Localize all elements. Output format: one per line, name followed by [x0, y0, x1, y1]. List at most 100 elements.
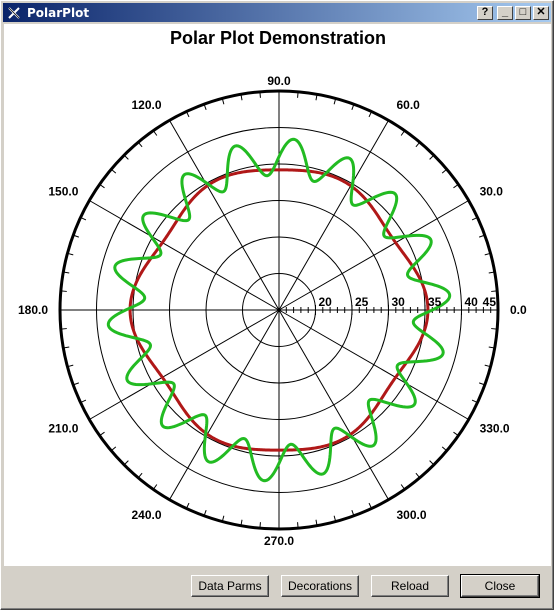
angle-tick — [415, 141, 421, 148]
angle-tick — [351, 509, 355, 516]
angle-tick — [441, 168, 448, 174]
angle-label-180: 180.0 — [18, 303, 48, 317]
decorations-button[interactable]: Decorations — [281, 575, 359, 597]
angle-tick — [491, 290, 498, 292]
maximize-button[interactable]: □ — [515, 5, 531, 20]
radial-label-20: 20 — [319, 295, 333, 309]
angle-tick — [99, 431, 105, 437]
angle-tick — [368, 502, 373, 509]
angle-tick — [488, 346, 495, 349]
angle-tick — [315, 519, 318, 526]
angle-tick — [123, 154, 129, 160]
series-curve-0 — [128, 168, 430, 452]
angle-tick — [368, 111, 373, 118]
angle-tick — [484, 252, 491, 256]
angle-tick — [453, 431, 459, 437]
spoke-120 — [169, 120, 280, 311]
radial-label-35: 35 — [428, 295, 442, 309]
close-icon: ✕ — [536, 6, 546, 18]
angle-tick — [60, 290, 67, 292]
radial-label-25: 25 — [355, 295, 369, 309]
radial-label-40: 40 — [465, 295, 479, 309]
reload-button[interactable]: Reload — [371, 575, 449, 597]
angle-tick — [152, 484, 158, 490]
angle-tick — [491, 328, 498, 330]
maximize-icon: □ — [519, 6, 527, 18]
angle-tick — [484, 364, 491, 368]
angle-label-120: 120.0 — [131, 98, 161, 112]
angle-label-330: 330.0 — [480, 422, 510, 436]
spoke-60 — [278, 120, 389, 311]
angle-tick — [471, 399, 478, 404]
spoke-30 — [278, 200, 469, 311]
plot-canvas: Polar Plot Demonstration 0.0 30.0 60.0 90.0… — [4, 24, 551, 566]
angle-tick — [453, 183, 459, 189]
x-app-icon — [6, 5, 22, 21]
angle-tick — [429, 154, 435, 160]
angle-label-90: 90.0 — [267, 74, 291, 88]
angle-tick — [80, 399, 87, 404]
data-parms-button[interactable]: Data Parms — [191, 575, 269, 597]
angle-tick — [333, 98, 337, 105]
angle-tick — [110, 446, 117, 452]
angle-tick — [63, 346, 70, 349]
close-button[interactable]: Close — [460, 574, 540, 598]
angle-label-30: 30.0 — [480, 185, 504, 199]
polar-plot: Polar Plot Demonstration 0.0 30.0 60.0 90.0… — [18, 28, 527, 548]
window-title: PolarPlot — [27, 5, 90, 20]
angle-tick — [110, 168, 117, 174]
help-icon: ? — [481, 6, 489, 18]
angle-label-300: 300.0 — [397, 508, 427, 522]
radial-label-45: 45 — [483, 295, 497, 309]
angle-tick — [80, 216, 87, 221]
angle-tick — [429, 460, 435, 466]
angle-tick — [400, 130, 406, 136]
minimize-icon: _ — [501, 6, 509, 18]
button-bar: Data Parms Decorations Reload Close — [3, 567, 551, 607]
angle-tick — [441, 446, 448, 452]
angle-tick — [137, 472, 143, 479]
title-bar[interactable]: PolarPlot ? _ □ ✕ — [3, 3, 551, 22]
angle-label-60: 60.0 — [397, 98, 421, 112]
angle-tick — [471, 216, 478, 221]
angle-tick — [221, 515, 225, 522]
angle-tick — [415, 472, 421, 479]
angle-tick — [333, 515, 337, 522]
angle-tick — [297, 522, 299, 529]
angle-tick — [259, 91, 261, 98]
angle-tick — [203, 509, 207, 516]
angle-tick — [351, 104, 355, 111]
angle-tick — [240, 519, 243, 526]
angle-tick — [488, 271, 495, 274]
angle-tick — [123, 460, 129, 466]
angle-label-210: 210.0 — [48, 422, 78, 436]
angle-tick — [63, 271, 70, 274]
angle-tick — [221, 98, 225, 105]
spoke-150 — [89, 200, 280, 311]
angle-tick — [400, 484, 406, 490]
angle-tick — [185, 502, 190, 509]
angle-tick — [478, 382, 485, 386]
angle-tick — [259, 522, 261, 529]
minimize-button[interactable]: _ — [497, 5, 513, 20]
help-button[interactable]: ? — [477, 5, 493, 20]
angle-tick — [203, 104, 207, 111]
series-curve-1 — [106, 137, 452, 483]
chart-title: Polar Plot Demonstration — [170, 28, 386, 48]
angle-tick — [478, 234, 485, 238]
radial-label-30: 30 — [392, 295, 406, 309]
angle-tick — [315, 94, 318, 101]
spoke-330 — [278, 309, 469, 420]
angle-tick — [297, 91, 299, 98]
angle-tick — [185, 111, 190, 118]
angle-tick — [152, 130, 158, 136]
angle-tick — [73, 382, 80, 386]
close-window-button[interactable]: ✕ — [533, 5, 549, 20]
angle-label-150: 150.0 — [48, 185, 78, 199]
angle-tick — [240, 94, 243, 101]
angle-tick — [99, 183, 105, 189]
angle-label-270: 270.0 — [264, 534, 294, 548]
angle-tick — [67, 252, 74, 256]
spoke-240 — [169, 309, 280, 500]
